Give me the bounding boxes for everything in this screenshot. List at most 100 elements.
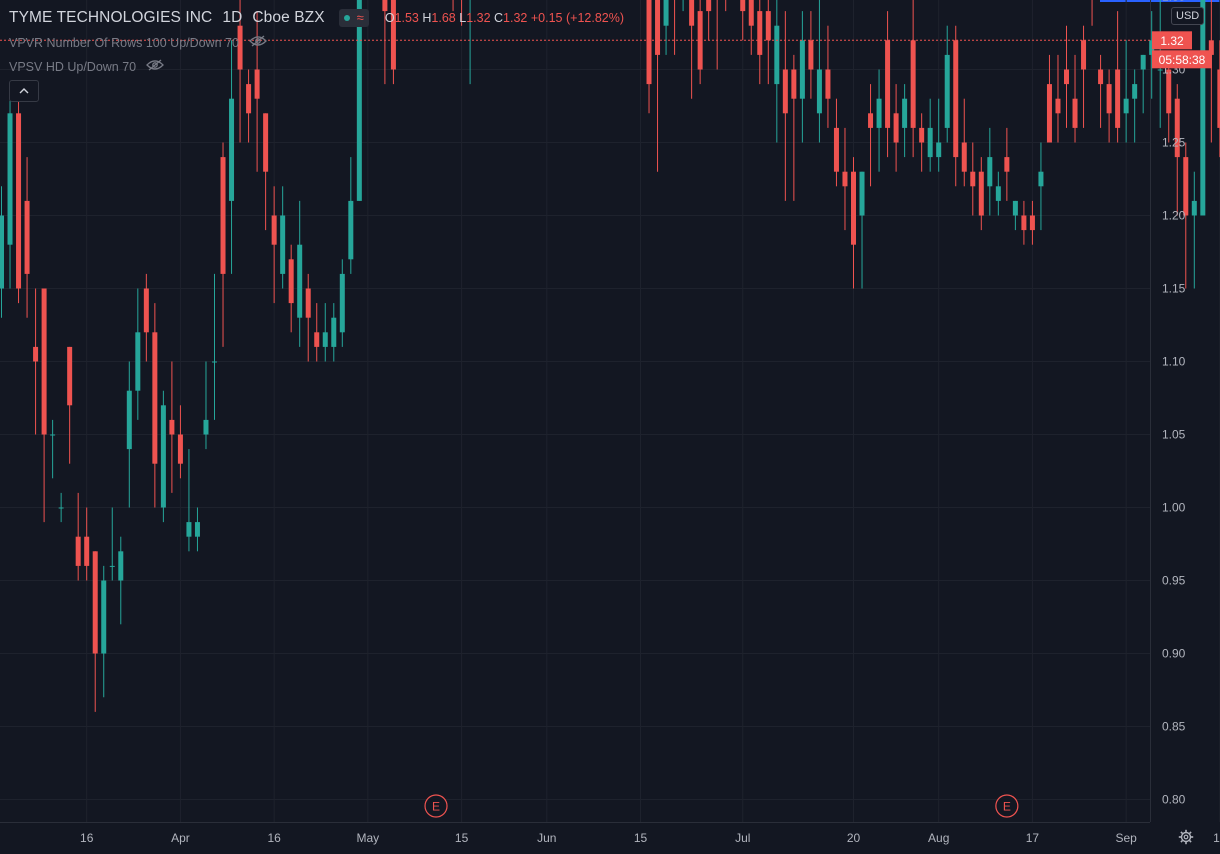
- x-tick-label: 20: [847, 831, 861, 845]
- currency-label[interactable]: USD: [1171, 7, 1205, 25]
- candle: [237, 0, 243, 143]
- candle: [314, 303, 320, 362]
- x-tick-label: 15: [634, 831, 648, 845]
- x-tick-label: 15: [455, 831, 469, 845]
- x-tick-label: 16: [1213, 831, 1220, 845]
- candle: [808, 11, 814, 99]
- earnings-marker[interactable]: E: [424, 794, 448, 818]
- candle: [1004, 127, 1010, 201]
- candle: [229, 40, 235, 274]
- candle: [126, 361, 132, 508]
- candle: [774, 0, 780, 143]
- candle: [288, 244, 294, 333]
- candle: [1123, 40, 1129, 143]
- time-axis[interactable]: 16 Apr 16 May 15 Jun 15 Jul 20 Aug 17 Sep 16: [80, 831, 1220, 845]
- candle: [799, 11, 805, 143]
- candle: [978, 157, 984, 231]
- candle: [339, 259, 345, 347]
- eye-slash-icon[interactable]: [146, 59, 165, 74]
- candle: [927, 98, 933, 172]
- candle: [791, 54, 797, 201]
- symbol-name[interactable]: TYME TECHNOLOGIES INC: [9, 9, 213, 26]
- change-value: +0.15 (+12.82%): [530, 11, 624, 25]
- gear-icon[interactable]: [1178, 829, 1194, 850]
- candle: [7, 98, 13, 289]
- chevron-up-icon: [19, 88, 29, 94]
- candle: [118, 536, 124, 625]
- candle: [67, 346, 73, 464]
- interval[interactable]: 1D: [222, 9, 243, 26]
- candle: [348, 157, 354, 274]
- candle: [382, 0, 388, 85]
- candle: [1012, 200, 1018, 231]
- candle: [92, 551, 98, 712]
- candle: [41, 288, 47, 523]
- candle: [1055, 54, 1061, 143]
- candle: [1166, 54, 1172, 143]
- y-tick-label: 0.95: [1162, 574, 1186, 588]
- indicator-vpsv[interactable]: VPSV HD Up/Down 70: [9, 59, 165, 74]
- candle: [697, 0, 703, 85]
- candle: [271, 186, 277, 304]
- x-tick-label: Jul: [735, 831, 750, 845]
- svg-text:E: E: [1003, 800, 1011, 814]
- candle: [885, 11, 891, 158]
- candle: [1081, 25, 1087, 128]
- candle: [75, 492, 81, 581]
- candle: [893, 84, 899, 172]
- candle: [1149, 11, 1155, 99]
- price-axis[interactable]: 0.80 0.85 0.90 0.95 1.00 1.05 1.10 1.15 1.20 1.25…: [1162, 0, 1186, 807]
- candle: [1098, 54, 1104, 128]
- x-tick-label: Aug: [928, 831, 949, 845]
- collapse-legend-button[interactable]: [9, 80, 39, 102]
- candle: [109, 507, 115, 581]
- candle: [902, 84, 908, 158]
- svg-text:E: E: [432, 800, 440, 814]
- exchange[interactable]: Cboe BZX: [252, 9, 325, 26]
- wave-icon: ≈: [356, 10, 364, 25]
- candle: [876, 69, 882, 172]
- candle: [1140, 54, 1146, 114]
- candle: [58, 492, 64, 523]
- candle: [1072, 54, 1078, 143]
- indicator-vpvr[interactable]: VPVR Number Of Rows 100 Up/Down 70: [9, 35, 267, 50]
- candle: [169, 361, 175, 493]
- candle: [816, 0, 822, 143]
- candle: [24, 157, 30, 318]
- indicator-label: VPVR Number Of Rows 100 Up/Down 70: [9, 35, 239, 50]
- y-tick-label: 1.20: [1162, 209, 1186, 223]
- candle: [944, 25, 950, 143]
- candle: [84, 507, 90, 581]
- candle: [152, 303, 158, 508]
- y-tick-label: 1.05: [1162, 428, 1186, 442]
- candle: [469, 0, 471, 85]
- candle: [1115, 11, 1121, 143]
- candle: [1208, 0, 1214, 143]
- y-tick-label: 0.80: [1162, 793, 1186, 807]
- candle: [859, 171, 865, 289]
- status-dot-icon: [343, 15, 350, 21]
- earnings-marker[interactable]: E: [995, 794, 1019, 818]
- grid-lines: [0, 0, 1220, 823]
- candle: [961, 98, 967, 187]
- candle: [682, 0, 684, 12]
- candle: [1091, 0, 1093, 26]
- x-tick-label: Sep: [1115, 831, 1137, 845]
- candle: [177, 405, 183, 479]
- candle: [1038, 142, 1044, 231]
- candle: [1029, 200, 1035, 245]
- candle: [825, 25, 831, 128]
- countdown-tag: [1152, 50, 1212, 69]
- y-tick-label: 1.15: [1162, 282, 1186, 296]
- candle: [987, 127, 993, 216]
- eye-slash-icon[interactable]: [249, 35, 267, 50]
- candle: [1183, 142, 1189, 289]
- candle: [1046, 54, 1052, 143]
- candle: [919, 113, 925, 172]
- candle: [833, 98, 839, 187]
- market-status-badge[interactable]: ≈: [338, 9, 369, 27]
- candle: [689, 0, 695, 99]
- candle: [356, 0, 362, 201]
